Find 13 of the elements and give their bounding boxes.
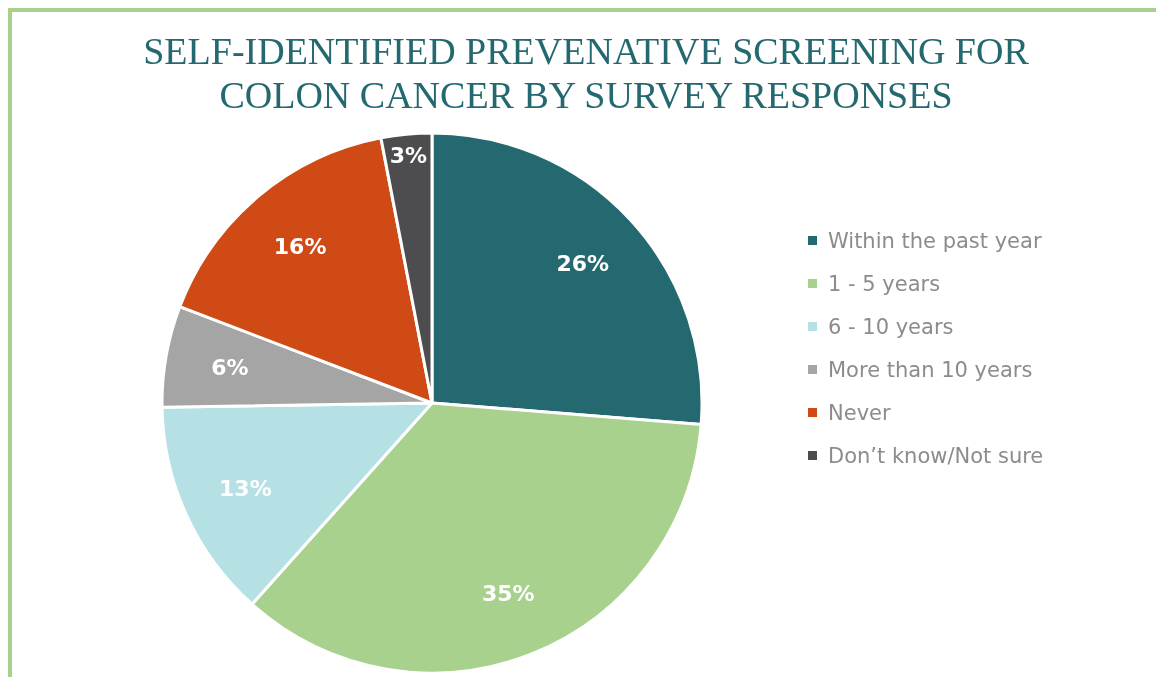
data-label: 6% <box>211 355 249 381</box>
data-label: 13% <box>219 475 272 501</box>
data-label: 26% <box>556 251 610 277</box>
legend-label: Within the past year <box>828 229 1042 254</box>
chart-title: SELF-IDENTIFIED PREVENATIVE SCREENING FOR COLON CANCER BY SURVEY RESPONSES <box>143 30 1030 116</box>
legend-label: 6 - 10 years <box>828 315 954 340</box>
legend-label: 1 - 5 years <box>828 272 941 297</box>
legend-label: More than 10 years <box>828 358 1033 383</box>
legend-label: Don’t know/Not sure <box>828 444 1044 469</box>
data-label: 16% <box>273 233 327 259</box>
legend-label: Never <box>828 401 891 426</box>
data-label: 3% <box>389 143 428 169</box>
data-label: 35% <box>481 581 535 607</box>
